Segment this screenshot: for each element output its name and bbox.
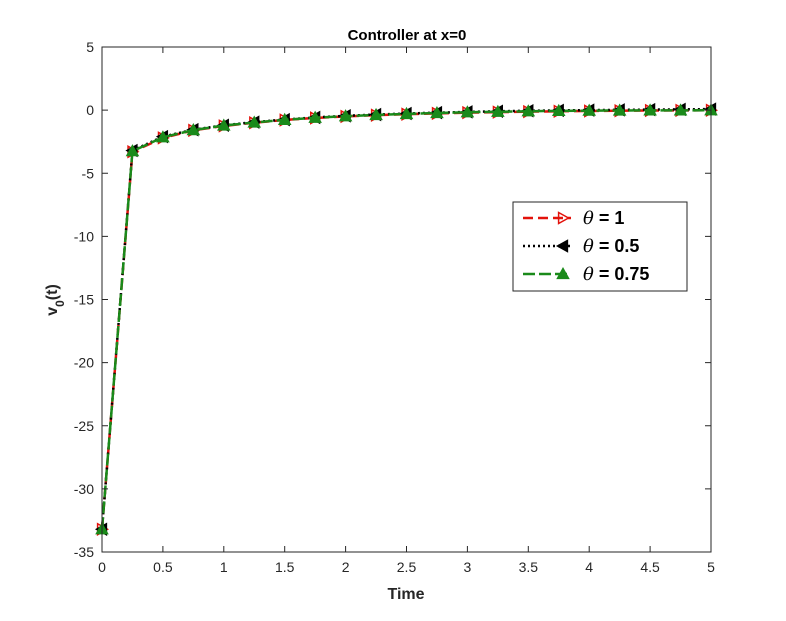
data-point [673,103,688,116]
data-point [156,130,170,143]
data-point [277,112,292,125]
data-point [582,103,596,116]
legend-entry-symbol: θ [583,236,594,257]
data-point [612,103,627,116]
legend-swatch-marker [555,239,569,253]
data-point [369,107,383,121]
x-tick-label: 3.5 [519,559,539,575]
data-point [460,105,475,118]
legend-entry-symbol: θ [583,264,594,285]
x-tick-label: 5 [707,559,715,575]
y-axis-label-suffix: (t) [44,284,61,300]
y-axis-label: v0(t) [44,284,67,316]
data-point [491,104,505,117]
x-tick-label: 3 [464,559,472,575]
series-2 [95,103,718,535]
chart-title: Controller at x=0 [348,27,467,44]
data-point [186,123,201,136]
legend-entry-value: = 1 [594,208,625,228]
legend-entry-value: = 0.5 [594,236,640,256]
y-axis-label-subscript: 0 [53,300,67,307]
x-tick-label: 1.5 [275,559,295,575]
legend-entry-value: = 0.75 [594,264,650,284]
data-point [399,106,414,120]
legend-entry-symbol: θ [583,208,594,229]
data-point [217,118,231,131]
data-point [551,103,566,117]
data-point [308,110,322,123]
series-line [100,107,712,530]
data-point [125,144,140,157]
legend-swatch-marker [556,266,570,280]
legend: θ = 1θ = 0.5θ = 0.75 [512,201,688,292]
legend-entry: θ = 1 [583,208,624,229]
legend-entry: θ = 0.5 [583,236,639,257]
y-tick-label: 5 [86,39,94,55]
series-layer [94,102,719,537]
x-tick-label: 0.5 [153,559,173,575]
legend-swatch-marker [557,211,571,225]
y-tick-label: -10 [74,228,94,244]
x-tick-label: 4.5 [640,559,660,575]
y-tick-label: -5 [82,165,95,181]
y-tick-label: -15 [74,292,94,308]
data-point [247,115,262,128]
y-axis-label-main: v [44,307,61,316]
x-tick-label: 2 [342,559,350,575]
x-tick-label: 1 [220,559,228,575]
x-tick-label: 0 [98,559,106,575]
y-tick-label: -25 [74,418,94,434]
x-tick-label: 2.5 [397,559,417,575]
y-tick-label: -30 [74,481,94,497]
data-point [521,104,536,117]
x-tick-label: 4 [585,559,593,575]
legend-entry: θ = 0.75 [583,264,649,285]
ticks-layer: 0 0.5 1 1.5 2 2.5 3 3.5 4 4.5 5 -35 -30 -25 -20 -15 -10 -… [74,39,715,575]
y-tick-label: 0 [86,102,94,118]
x-axis-label: Time [387,586,424,603]
data-point [338,109,353,122]
data-point [430,105,444,119]
plot-area [102,47,711,552]
y-tick-label: -35 [74,544,94,560]
y-tick-label: -20 [74,355,94,371]
data-point [643,103,657,116]
